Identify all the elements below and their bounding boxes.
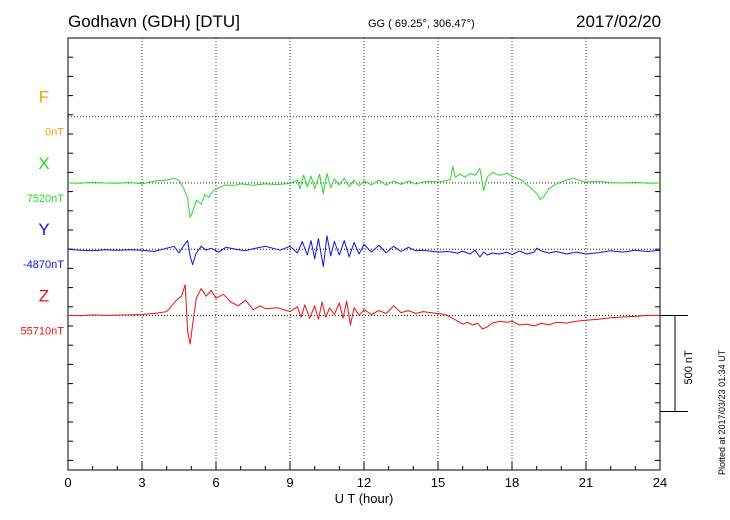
station-title: Godhavn (GDH) [DTU] [68,12,240,31]
series-line-x [67,166,661,218]
x-tick-label: 15 [431,475,445,490]
x-tick-label: 21 [579,475,593,490]
series-baseline-x: 7520nT [27,193,65,205]
plotted-timestamp: Plotted at 2017/03/23 01:34 UT [717,349,727,475]
x-tick-label: 6 [212,475,219,490]
scale-bar: 500 nT [660,314,695,412]
axis-ticks: 0 3 6 9 12 15 18 21 24 [64,56,667,490]
date-label: 2017/02/20 [576,12,662,31]
x-tick-label: 0 [64,475,71,490]
x-tick-label: 24 [653,475,667,490]
series-baseline-f: 0nT [45,127,64,139]
x-tick-label: 12 [357,475,371,490]
series-line-z [67,284,660,345]
x-tick-label: 9 [286,475,293,490]
x-axis-label: U T (hour) [335,491,394,506]
series-name-y: Y [38,220,49,239]
series-layer: F 0nT X 7520nT Y -4870nT Z 55710nT [21,88,661,345]
x-tick-label: 18 [505,475,519,490]
grid [68,38,660,470]
series-baseline-y: -4870nT [23,259,64,271]
series-name-x: X [38,154,49,173]
series-baseline-z: 55710nT [21,325,65,337]
coordinates-label: GG ( 69.25°, 306.47°) [368,18,475,30]
series-name-z: Z [39,286,49,305]
x-tick-label: 3 [138,475,145,490]
series-name-f: F [39,88,49,107]
scale-bar-label: 500 nT [683,350,695,385]
series-line-y [67,235,661,267]
